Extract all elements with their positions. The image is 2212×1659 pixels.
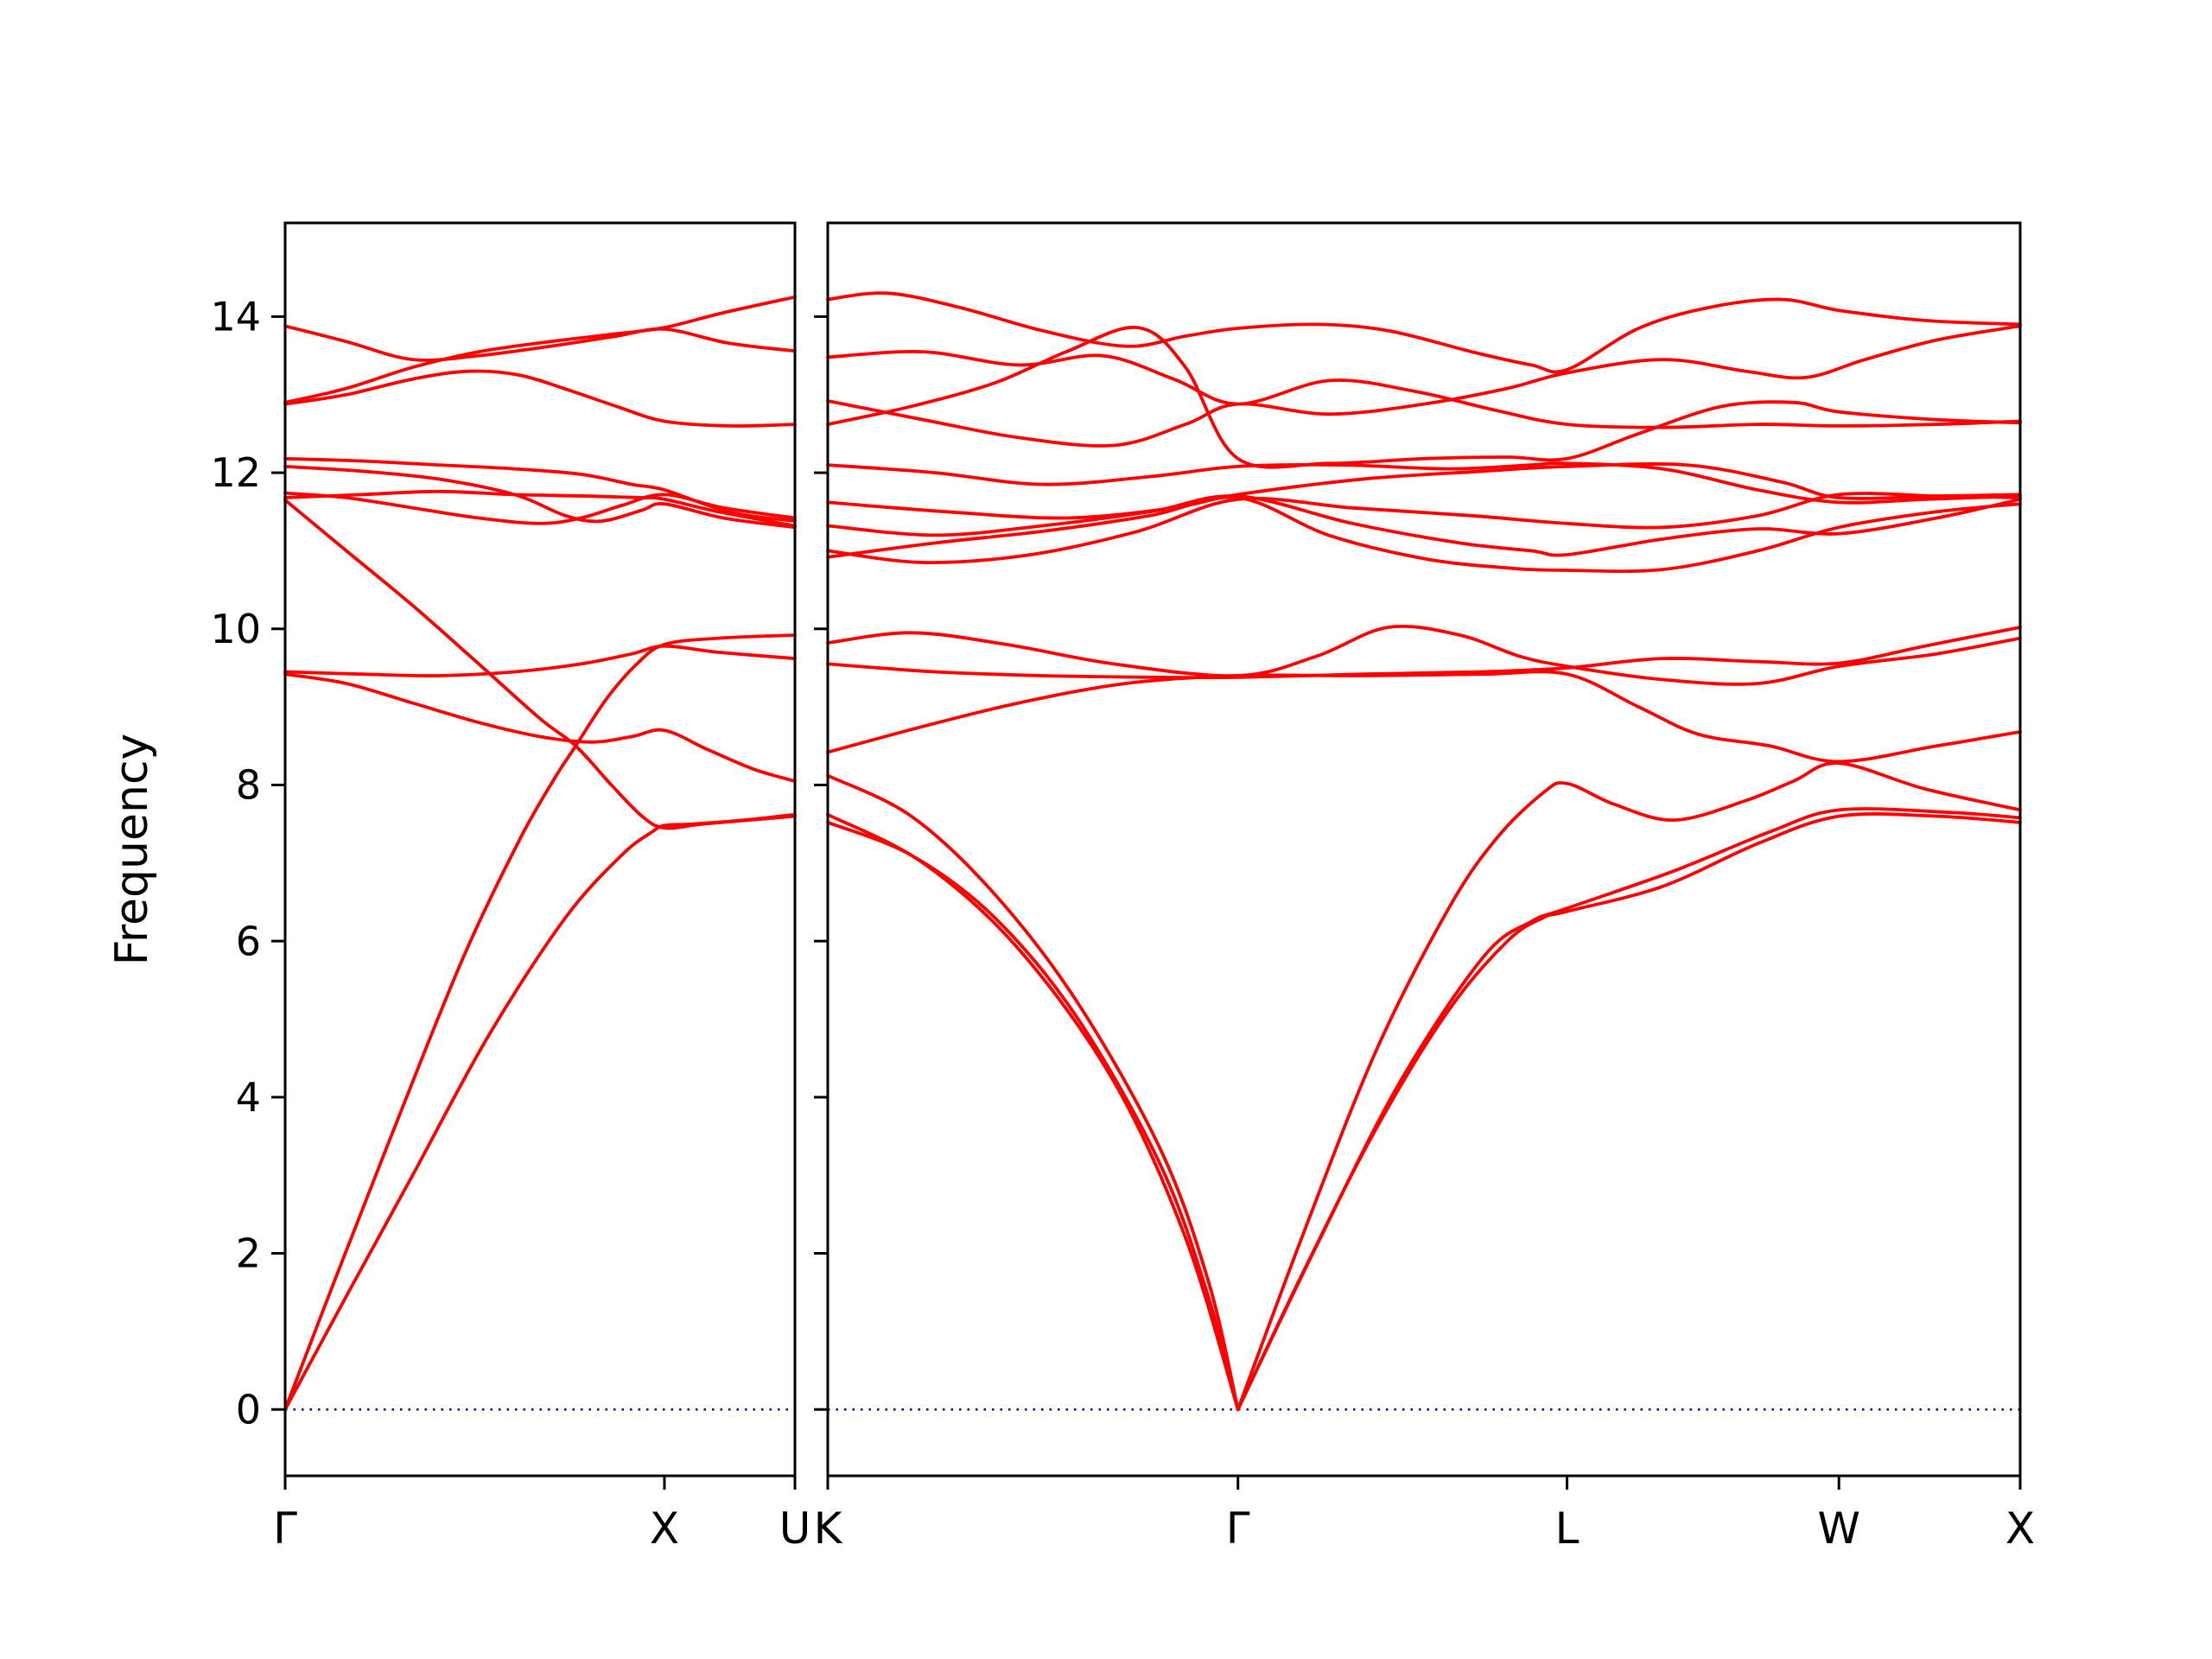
y-tick-label: 14 [210, 294, 261, 340]
kpoint-label: X [650, 1503, 679, 1554]
phonon-band-curve [826, 494, 2022, 557]
y-tick-label: 10 [210, 606, 261, 652]
phonon-band-curve [826, 325, 2022, 469]
kpoint-label: Γ [1226, 1503, 1250, 1554]
phonon-band-curve [826, 495, 2022, 574]
y-tick-label: 2 [236, 1230, 261, 1277]
phonon-band-curve [1236, 761, 2022, 1412]
phonon-band-curve [826, 324, 2022, 448]
y-tick-label: 12 [210, 449, 261, 496]
phonon-band-curve [283, 456, 797, 523]
phonon-band-curve [283, 465, 797, 530]
phonon-band-curve [1236, 807, 2022, 1412]
kpoint-label: K [814, 1503, 843, 1554]
phonon-band-curve [283, 498, 797, 830]
phonon-band-curve [1236, 812, 2022, 1412]
band-curves-group [283, 295, 797, 1412]
kpoint-label: X [2005, 1503, 2035, 1554]
phonon-band-curve [283, 489, 797, 528]
phonon-band-curve [283, 672, 797, 783]
phonon-band-curve [283, 324, 797, 362]
y-tick-label: 0 [236, 1386, 261, 1433]
kpoint-label: L [1555, 1503, 1580, 1554]
phonon-band-curve [826, 626, 2022, 680]
phonon-band-curve [283, 369, 797, 428]
phonon-band-curve [826, 820, 1240, 1412]
phonon-band-curve [283, 633, 797, 1412]
phonon-band-curve [826, 624, 2022, 686]
plot-content: 0 2 4 6 8 10 12 14 Γ X U K Γ L W X [210, 221, 2035, 1554]
phonon-band-curve [826, 670, 2022, 764]
panel-frame [283, 221, 797, 1478]
phonon-band-curve [283, 812, 797, 1412]
kpoint-label: Γ [273, 1503, 297, 1554]
phonon-band-curve [826, 492, 2022, 564]
kpoint-label: U [779, 1503, 811, 1554]
band-curves-group [826, 291, 2022, 1412]
y-tick-label: 6 [236, 918, 261, 964]
phonon-band-curve [283, 644, 797, 677]
y-tick-label: 4 [236, 1074, 261, 1121]
phonon-band-curve [283, 295, 797, 404]
phonon-band-curve [826, 773, 1240, 1412]
panel-frame [826, 221, 2022, 1478]
phonon-band-curve [826, 812, 1240, 1412]
phonon-band-curve [826, 462, 2022, 520]
y-axis-label: Frequency [106, 734, 158, 966]
y-tick-label: 8 [236, 762, 261, 809]
kpoint-label: W [1818, 1503, 1860, 1554]
phonon-band-curve [826, 349, 2022, 429]
phonon-band-curve [826, 461, 2022, 505]
phonon-band-curve [826, 291, 2022, 374]
panel-left: 0 2 4 6 8 10 12 14 Γ X U [210, 221, 811, 1554]
